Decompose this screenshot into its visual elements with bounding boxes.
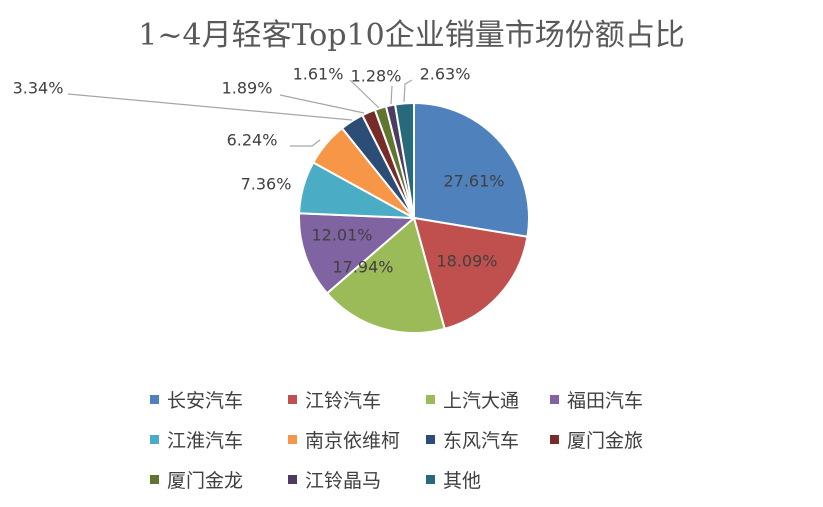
legend-label: 长安汽车 <box>167 390 244 412</box>
legend-swatch <box>550 435 559 444</box>
legend-label: 厦门金旅 <box>567 430 644 452</box>
chart-title: 1~4月轻客Top10企业销量市场份额占比 <box>138 18 685 53</box>
legend-swatch <box>426 395 435 404</box>
leader-line-9 <box>349 79 380 109</box>
data-label-9: 1.61% <box>293 65 344 84</box>
legend-label: 厦门金龙 <box>167 470 244 492</box>
legend-swatch <box>150 435 159 444</box>
legend-item-11: 其他 <box>426 466 481 493</box>
data-label-7: 3.34% <box>13 79 64 98</box>
legend-swatch <box>150 395 159 404</box>
legend-item-4: 福田汽车 <box>550 386 643 413</box>
data-label-8: 1.89% <box>222 79 273 98</box>
data-label-10: 1.28% <box>351 67 402 86</box>
data-label-4: 12.01% <box>311 226 372 245</box>
leader-lines <box>67 79 413 147</box>
legend-label: 其他 <box>443 470 482 492</box>
pie-slices <box>298 101 530 334</box>
legend-item-6: 南京依维柯 <box>288 426 400 453</box>
data-label-2: 18.09% <box>436 252 497 271</box>
legend-item-1: 长安汽车 <box>150 386 243 413</box>
legend-swatch <box>288 475 297 484</box>
legend-item-2: 江铃汽车 <box>288 386 381 413</box>
data-label-6: 6.24% <box>227 131 278 150</box>
leader-line-10 <box>390 85 393 105</box>
data-label-1: 27.61% <box>443 172 504 191</box>
legend-label: 南京依维柯 <box>305 430 401 452</box>
leader-line-6 <box>290 139 321 147</box>
data-label-5: 7.36% <box>241 175 292 194</box>
pie-slice-1 <box>413 101 530 238</box>
legend-swatch <box>288 395 297 404</box>
pie-slice-3 <box>325 216 446 334</box>
leader-line-8 <box>279 94 365 114</box>
pie-slice-2 <box>412 216 529 331</box>
leader-line-7 <box>67 93 353 121</box>
pie-slice-11 <box>393 101 415 219</box>
legend-item-5: 江淮汽车 <box>150 426 243 453</box>
legend-swatch <box>550 395 559 404</box>
pie-slice-4 <box>298 212 417 295</box>
legend-label: 江铃汽车 <box>305 390 382 412</box>
data-labels: 27.61% 18.09% 17.94% 12.01% 7.36% 6.24% 3.34% 1… <box>13 65 505 277</box>
legend-swatch <box>426 435 435 444</box>
data-label-11: 2.63% <box>420 65 471 84</box>
legend-item-9: 厦门金龙 <box>150 466 243 493</box>
legend-label: 福田汽车 <box>567 390 644 412</box>
legend-item-3: 上汽大通 <box>426 386 519 413</box>
legend-swatch <box>288 435 297 444</box>
legend-label: 江铃晶马 <box>305 470 382 492</box>
legend-swatch <box>426 475 435 484</box>
legend-label: 江淮汽车 <box>167 430 244 452</box>
data-label-3: 17.94% <box>332 258 393 277</box>
legend-swatch <box>150 475 159 484</box>
leader-line-11 <box>403 79 413 103</box>
legend-item-7: 东风汽车 <box>426 426 519 453</box>
legend-label: 东风汽车 <box>443 430 520 452</box>
legend-label: 上汽大通 <box>443 390 520 412</box>
legend-item-10: 江铃晶马 <box>288 466 381 493</box>
legend-item-8: 厦门金旅 <box>550 426 643 453</box>
